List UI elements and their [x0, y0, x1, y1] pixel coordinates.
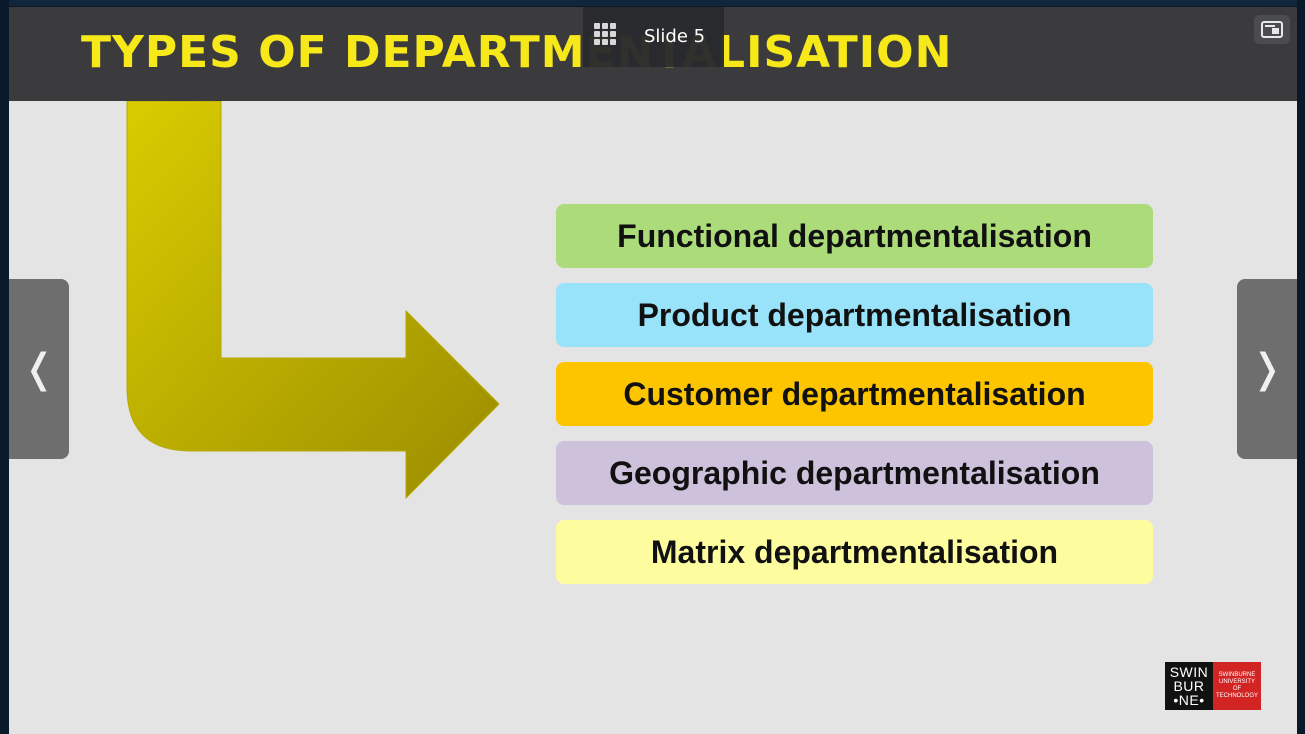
screen-toggle-icon: [1261, 21, 1283, 38]
matrix-departmentalisation-box: Matrix departmentalisation: [556, 520, 1153, 584]
slide-number-label: Slide 5: [644, 26, 706, 47]
chevron-left-icon: ❬: [22, 346, 56, 392]
functional-departmentalisation-box: Functional departmentalisation: [556, 204, 1153, 268]
viewer-right-edge: [1297, 0, 1305, 734]
slide-indicator[interactable]: Slide 5: [583, 7, 724, 67]
slide-title: TYPES OF DEPARTMENTALISATION: [81, 27, 953, 78]
viewer-left-edge: [0, 0, 9, 734]
chevron-right-icon: ❭: [1250, 346, 1284, 392]
logo-wordmark: SWIN BUR •NE•: [1165, 662, 1213, 710]
product-departmentalisation-box: Product departmentalisation: [556, 283, 1153, 347]
customer-departmentalisation-box: Customer departmentalisation: [556, 362, 1153, 426]
next-slide-button[interactable]: ❭: [1237, 279, 1297, 459]
box-label: Geographic departmentalisation: [609, 454, 1100, 491]
viewer-top-strip: [0, 0, 1305, 6]
box-label: Matrix departmentalisation: [650, 533, 1059, 570]
swinburne-logo: SWIN BUR •NE• SWINBURNE UNIVERSITY OF TE…: [1165, 662, 1261, 710]
box-label: Product departmentalisation: [637, 296, 1072, 333]
screen-toggle-button[interactable]: [1254, 15, 1290, 44]
box-label: Customer departmentalisation: [623, 375, 1086, 412]
previous-slide-button[interactable]: ❬: [9, 279, 69, 459]
logo-university-name: SWINBURNE UNIVERSITY OF TECHNOLOGY: [1213, 662, 1261, 710]
bent-arrow-graphic: [126, 101, 500, 500]
geographic-departmentalisation-box: Geographic departmentalisation: [556, 441, 1153, 505]
grid-icon[interactable]: [594, 23, 620, 49]
slide-canvas: TYPES OF DEPARTMENTALISATION Functional …: [9, 7, 1297, 734]
box-label: Functional departmentalisation: [617, 217, 1092, 254]
